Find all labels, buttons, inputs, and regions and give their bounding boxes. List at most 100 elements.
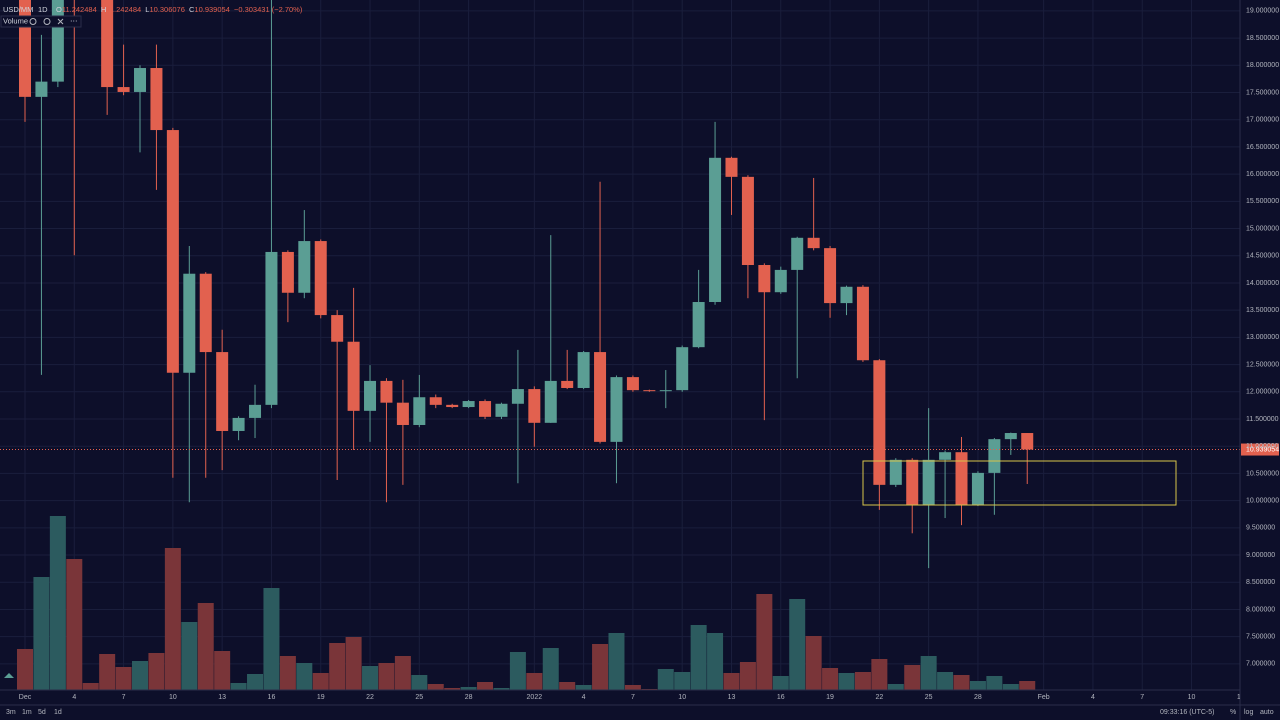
- range-button[interactable]: 1m: [22, 709, 32, 716]
- volume-bar: [263, 588, 280, 690]
- settings-icon[interactable]: [43, 18, 51, 25]
- y-axis: 19.000000 18.500000 18.000000 17.500000 17.0…: [1246, 8, 1279, 668]
- x-tick-label: 4: [582, 694, 586, 701]
- volume-label[interactable]: Volume: [3, 16, 28, 25]
- x-tick-label: Feb: [1038, 694, 1050, 701]
- y-tick-label: 10.000000: [1246, 497, 1279, 504]
- volume-bar: [427, 684, 444, 690]
- candle-body: [610, 377, 623, 442]
- candle-body: [922, 459, 935, 505]
- volume-bar: [690, 625, 707, 690]
- y-tick-label: 19.000000: [1246, 8, 1279, 15]
- candle-body: [19, 0, 31, 97]
- x-tick-label: 7: [1140, 694, 1144, 701]
- y-tick-label: 13.000000: [1246, 334, 1279, 341]
- x-tick-label: 13: [1237, 694, 1245, 701]
- x-tick-label: 22: [366, 694, 374, 701]
- volume-bar: [132, 661, 149, 690]
- more-icon[interactable]: ⋯: [70, 16, 78, 25]
- volume-bar: [953, 675, 970, 690]
- x-tick-label: 13: [218, 694, 226, 701]
- volume-bar: [707, 633, 724, 690]
- volume-bar: [838, 673, 855, 690]
- volume-bar: [854, 672, 871, 690]
- candle-body: [741, 176, 754, 266]
- volume-bar: [608, 633, 625, 690]
- candle-body: [939, 452, 952, 460]
- last-price-label: 10.939054: [1246, 446, 1279, 453]
- candle-body: [150, 68, 163, 131]
- volume-bar: [723, 673, 740, 690]
- candle-body: [495, 403, 508, 417]
- volume-bar: [509, 652, 526, 690]
- auto-toggle[interactable]: auto: [1260, 709, 1274, 716]
- y-tick-label: 8.000000: [1246, 606, 1275, 613]
- volume-bar: [1002, 684, 1019, 690]
- volume-bar: [986, 676, 1003, 690]
- y-tick-label: 17.500000: [1246, 89, 1279, 96]
- legend: USD/MM 1D O11.242484 H11.242484 L10.3060…: [0, 5, 303, 28]
- eye-icon[interactable]: [29, 18, 37, 25]
- candle-body: [906, 459, 919, 505]
- volume-bar: [148, 653, 165, 690]
- volume-bar: [444, 688, 461, 690]
- close-icon[interactable]: [57, 18, 64, 25]
- volume-bar: [772, 676, 789, 690]
- volume-bar: [526, 673, 543, 690]
- ohlc: O11.242484 H11.242484 L10.306076 C10.939…: [56, 5, 303, 14]
- candle-body: [725, 157, 738, 177]
- candle-body: [429, 397, 442, 405]
- open-label: O: [56, 5, 62, 14]
- high-label: H: [101, 5, 106, 14]
- x-tick-label: 10: [1188, 694, 1196, 701]
- interval[interactable]: 1D: [38, 5, 48, 14]
- x-tick-label: 16: [268, 694, 276, 701]
- x-tick-label: 4: [72, 694, 76, 701]
- candle-body: [692, 302, 705, 348]
- candle-body: [479, 401, 492, 417]
- range-button[interactable]: 3m: [6, 709, 16, 716]
- candle-body: [856, 286, 869, 361]
- volume-bar: [789, 599, 806, 690]
- volume-bar: [559, 682, 576, 690]
- volume-bar: [887, 684, 904, 690]
- log-toggle[interactable]: log: [1244, 709, 1253, 716]
- low-label: L: [145, 5, 149, 14]
- volume-bar: [493, 688, 510, 690]
- y-tick-label: 15.500000: [1246, 198, 1279, 205]
- drawn-rectangle[interactable]: [862, 460, 1177, 506]
- x-tick-label: 28: [974, 694, 982, 701]
- x-tick-label: 16: [777, 694, 785, 701]
- volume-bar: [362, 666, 379, 690]
- candle-body: [183, 273, 196, 373]
- candle-body: [462, 401, 475, 408]
- range-button[interactable]: 1d: [54, 709, 62, 716]
- percent-toggle[interactable]: %: [1230, 709, 1236, 716]
- volume-bar: [460, 687, 477, 690]
- volume-bar: [197, 603, 214, 690]
- volume-bar: [739, 662, 756, 690]
- volume-bar: [805, 636, 822, 690]
- y-tick-label: 15.000000: [1246, 225, 1279, 232]
- y-tick-label: 9.000000: [1246, 552, 1275, 559]
- volume-bar: [33, 577, 50, 690]
- x-tick-label: 4: [1091, 694, 1095, 701]
- logo[interactable]: [4, 673, 14, 678]
- candle-body: [643, 390, 656, 392]
- candle-body: [955, 452, 968, 505]
- volume-bar: [657, 669, 674, 690]
- y-tick-label: 11.500000: [1246, 416, 1279, 423]
- volume-bar: [969, 681, 986, 690]
- candle-body: [676, 347, 689, 391]
- y-tick-label: 11.000000: [1246, 443, 1279, 450]
- volume-bar: [394, 656, 411, 690]
- volume-bar: [49, 516, 66, 690]
- volume-legend-box: [0, 15, 82, 28]
- x-tick-label: 10: [678, 694, 686, 701]
- range-button[interactable]: 5d: [38, 709, 46, 716]
- y-tick-label: 18.500000: [1246, 35, 1279, 42]
- volume-bar: [871, 659, 888, 690]
- volume-bar: [378, 663, 395, 690]
- symbol[interactable]: USD/MM: [3, 5, 33, 14]
